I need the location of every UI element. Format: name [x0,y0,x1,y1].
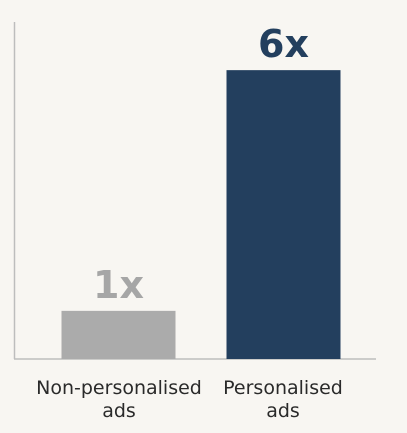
bar-non-personalised [61,310,176,359]
category-label-non-personalised: Non-personalised ads [34,377,204,423]
category-label-line: ads [102,400,136,422]
bar-personalised [226,70,341,360]
category-label-line: Non-personalised [36,377,202,399]
category-label-line: Personalised [223,377,343,399]
category-label-line: ads [266,400,300,422]
data-label-non-personalised: 1x [93,263,144,307]
data-label-personalised: 6x [258,22,309,66]
category-label-personalised: Personalised ads [198,377,368,423]
